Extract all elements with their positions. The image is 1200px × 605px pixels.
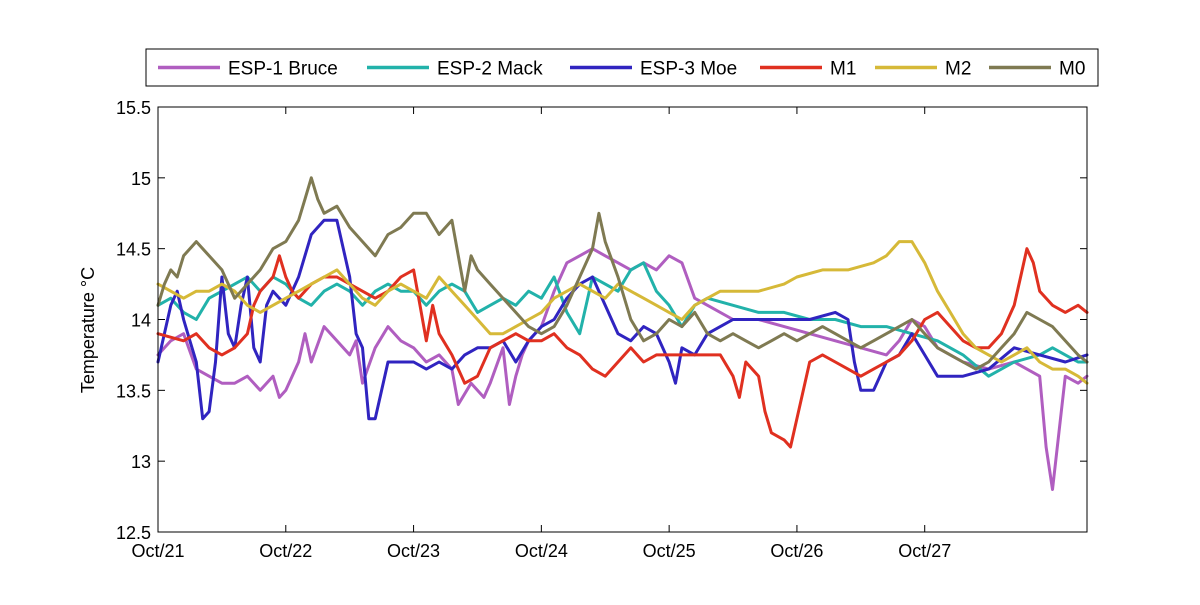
legend-label: ESP-1 Bruce xyxy=(228,59,338,80)
plot-frame xyxy=(157,106,1088,533)
series-line-m1 xyxy=(156,247,1089,449)
y-tick-label: 13.5 xyxy=(116,381,151,401)
y-tick-label: 15.5 xyxy=(116,98,151,118)
x-tick-label: Oct/27 xyxy=(898,541,951,561)
x-tick-label: Oct/25 xyxy=(643,541,696,561)
legend-label: ESP-3 Moe xyxy=(640,59,737,80)
legend-label: ESP-2 Mack xyxy=(437,59,543,80)
series-line-m0 xyxy=(156,176,1089,371)
y-tick-label: 13 xyxy=(131,452,151,472)
y-tick-label: 12.5 xyxy=(116,523,151,543)
series-line-esp-2-mack xyxy=(156,261,1089,378)
legend: ESP-1 Bruce ESP-2 Mack ESP-3 Moe M1 M2 M0 xyxy=(145,48,1099,87)
axes: 12.5 13 13.5 14 14.5 15 15.5 Oct/21 Oct/22 Oct/23… xyxy=(116,98,1088,561)
series-line-esp-3-moe xyxy=(156,218,1089,421)
x-tick-label: Oct/23 xyxy=(387,541,440,561)
y-axis-label: Temperature °C xyxy=(78,267,98,393)
x-tick-label: Oct/26 xyxy=(770,541,823,561)
plot-area xyxy=(156,176,1089,491)
legend-label: M1 xyxy=(830,59,856,80)
y-tick-label: 14.5 xyxy=(116,240,151,260)
series-line-m2 xyxy=(156,240,1089,385)
x-tick-label: Oct/21 xyxy=(131,541,184,561)
x-tick-label: Oct/22 xyxy=(259,541,312,561)
y-tick-label: 15 xyxy=(131,169,151,189)
legend-label: M2 xyxy=(945,59,971,80)
x-tick-label: Oct/24 xyxy=(515,541,568,561)
legend-label: M0 xyxy=(1059,59,1085,80)
y-tick-label: 14 xyxy=(131,311,151,331)
